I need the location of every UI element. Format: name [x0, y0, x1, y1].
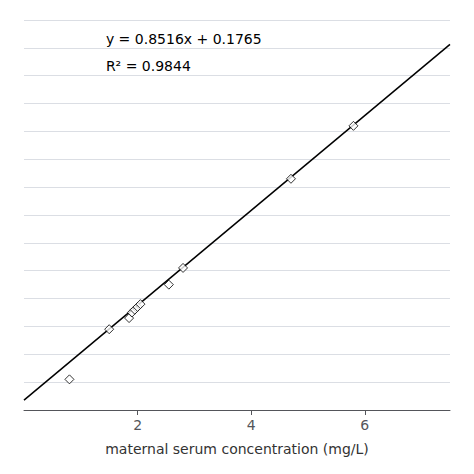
svg-text:4: 4: [247, 417, 256, 433]
svg-text:y = 0.8516x + 0.1765: y = 0.8516x + 0.1765: [106, 31, 262, 47]
svg-text:maternal serum concentration (: maternal serum concentration (mg/L): [105, 441, 369, 457]
svg-text:2: 2: [133, 417, 142, 433]
svg-text:6: 6: [360, 417, 369, 433]
svg-text:R² = 0.9844: R² = 0.9844: [106, 58, 191, 74]
